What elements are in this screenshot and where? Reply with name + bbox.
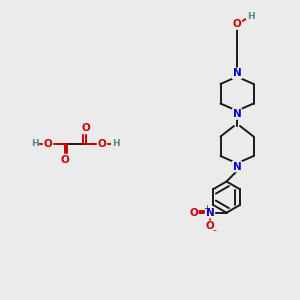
Text: N: N — [232, 161, 242, 172]
Text: +: + — [203, 204, 209, 213]
Text: O: O — [81, 123, 90, 134]
Text: O: O — [189, 208, 198, 218]
Text: O: O — [206, 221, 214, 231]
Text: N: N — [206, 208, 214, 218]
Text: N: N — [232, 109, 242, 119]
Text: H: H — [112, 140, 119, 148]
Text: -: - — [212, 225, 217, 235]
Text: O: O — [98, 139, 106, 149]
Text: H: H — [31, 140, 38, 148]
Text: N: N — [232, 68, 242, 79]
Text: O: O — [232, 19, 242, 29]
Text: O: O — [44, 139, 52, 149]
Text: O: O — [60, 154, 69, 165]
Text: H: H — [247, 12, 254, 21]
